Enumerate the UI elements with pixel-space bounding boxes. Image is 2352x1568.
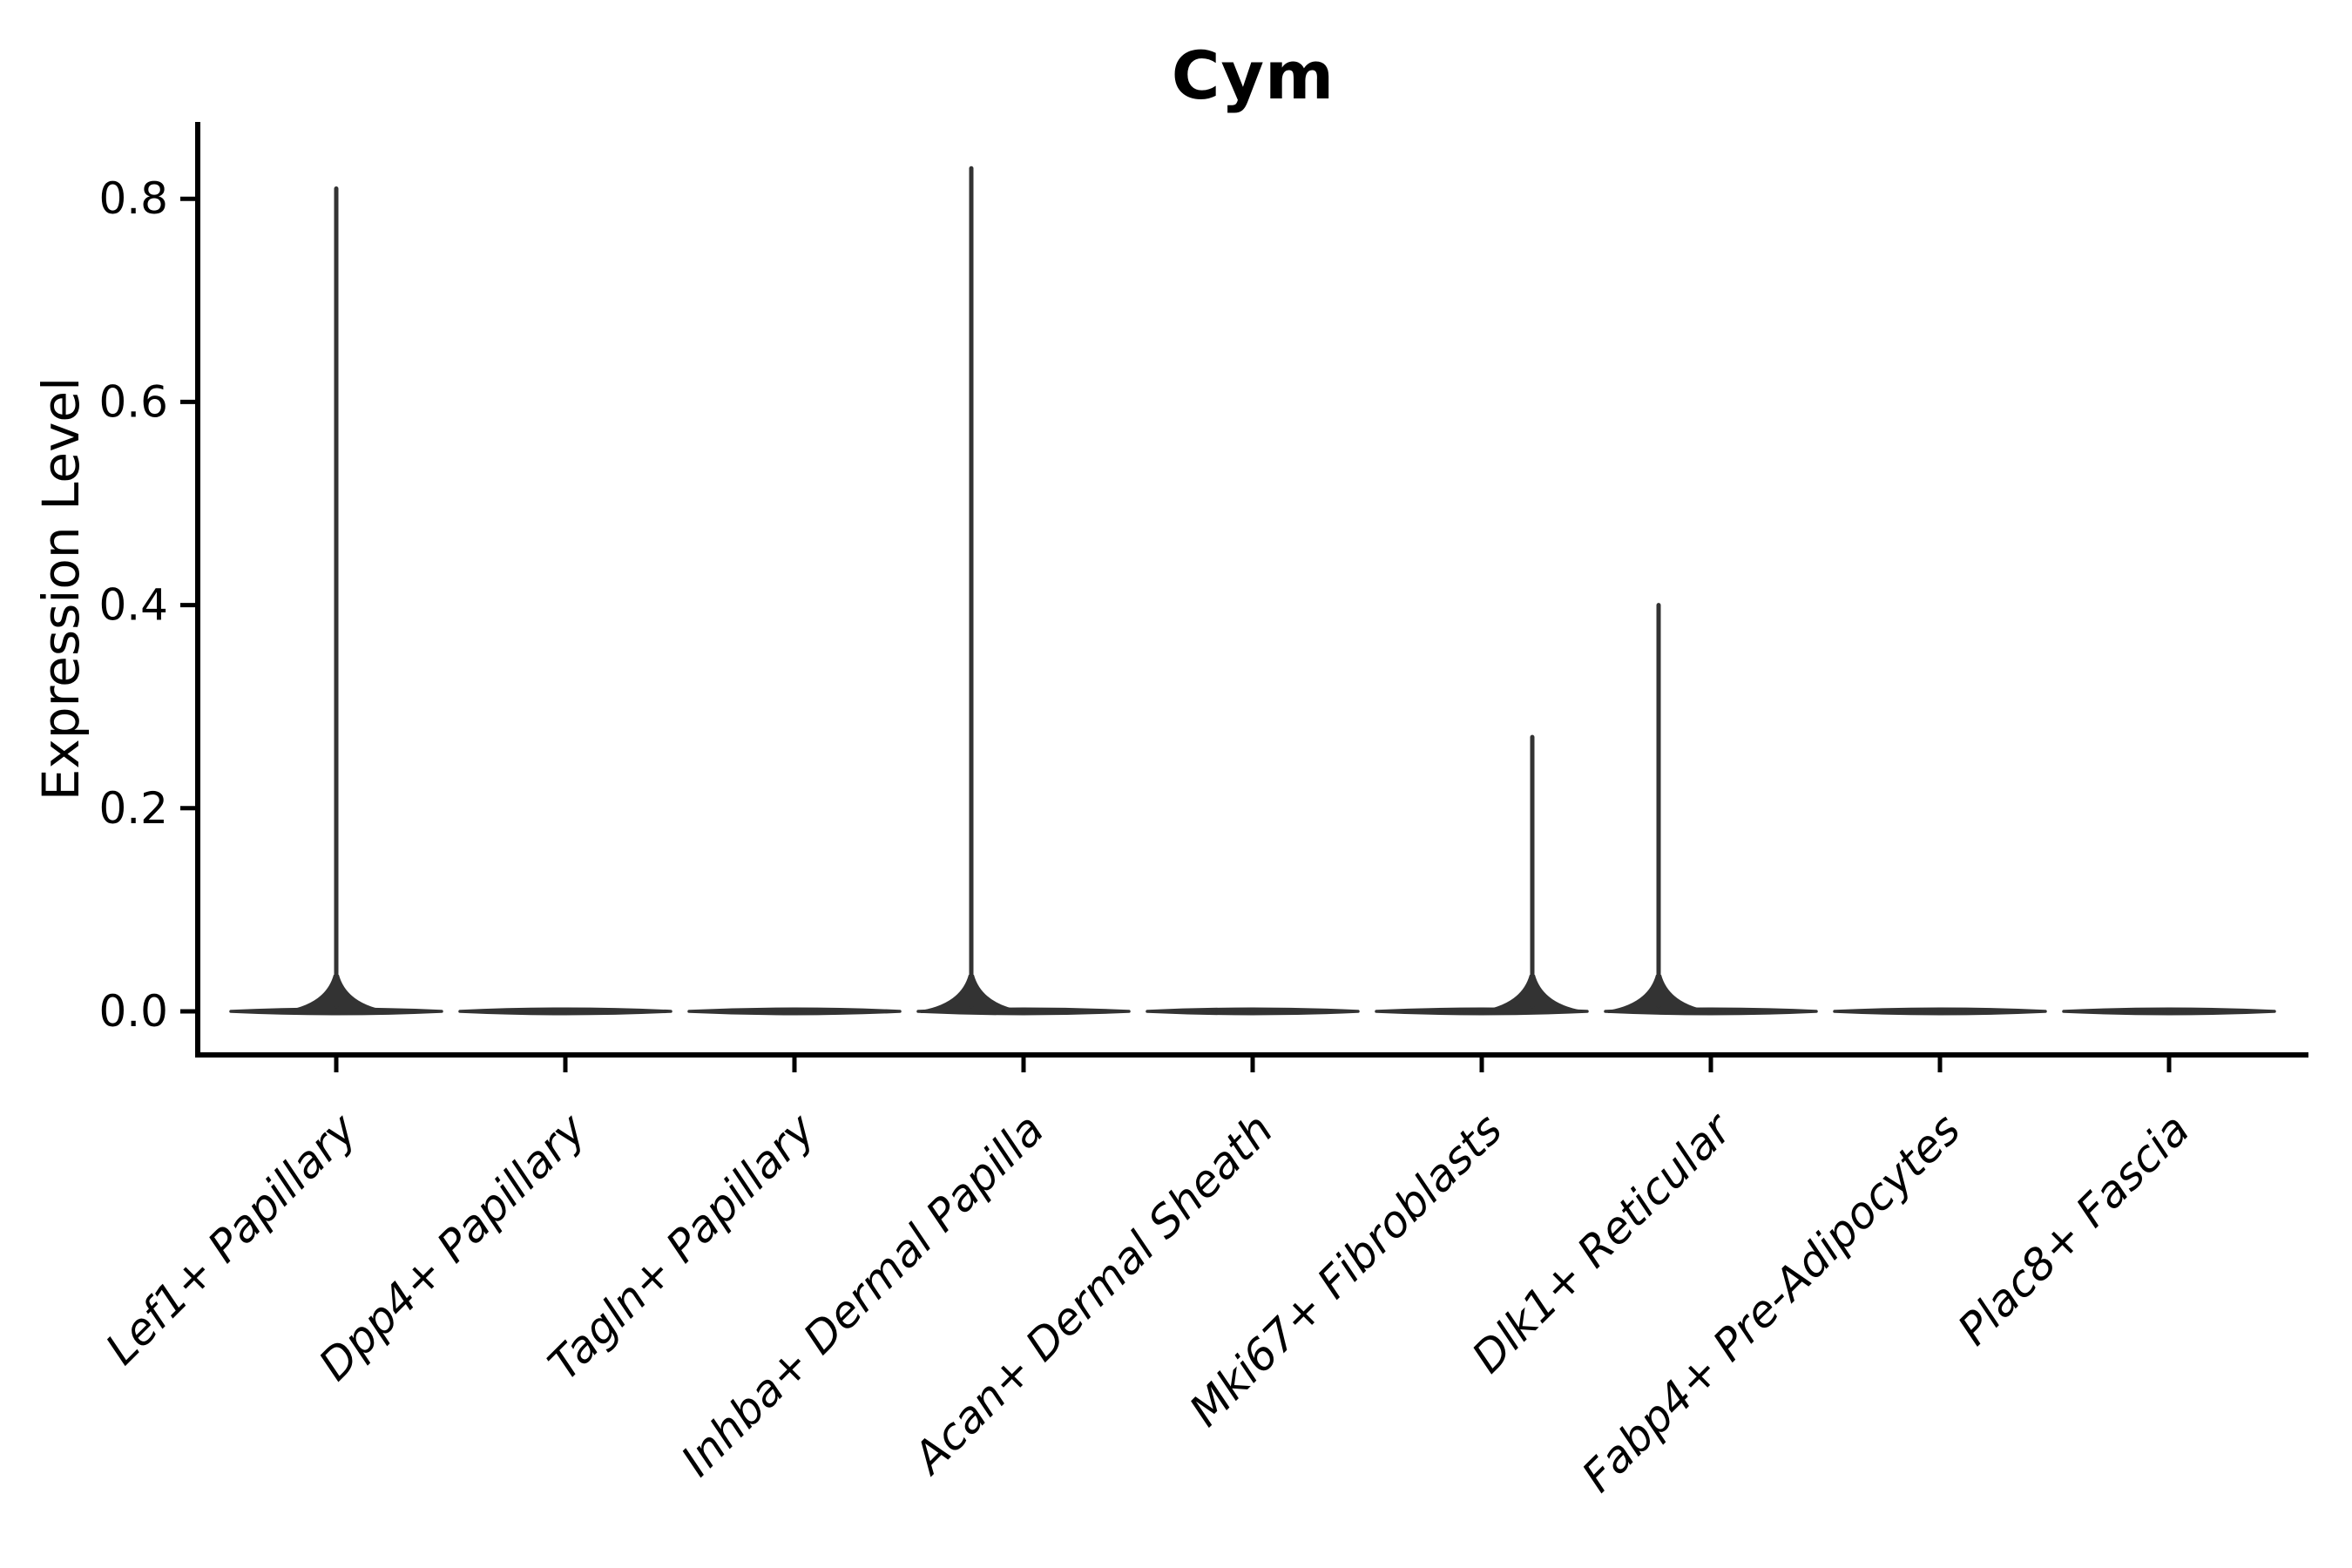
violin-body	[458, 1007, 672, 1016]
category-label: Lef1+ Papillary	[96, 1103, 367, 1374]
y-tick-label: 0.8	[98, 173, 168, 224]
violin-body	[2062, 1007, 2276, 1016]
y-tick-label: 0.2	[98, 783, 168, 834]
y-tick-label: 0.6	[98, 376, 168, 427]
chart-title: Cym	[1171, 37, 1335, 114]
violin-body	[1146, 1007, 1360, 1016]
y-tick-label: 0.0	[98, 986, 168, 1037]
violin-body	[687, 1007, 902, 1016]
category-label: Inhba+ Dermal Papilla	[672, 1104, 1053, 1485]
category-label: Fabp4+ Pre-Adipocytes	[1572, 1104, 1970, 1502]
category-label: Plac8+ Fascia	[1949, 1104, 2200, 1355]
violin-body	[1833, 1007, 2047, 1016]
category-label: Acan+ Dermal Sheath	[902, 1104, 1283, 1484]
y-tick-label: 0.4	[98, 580, 168, 631]
